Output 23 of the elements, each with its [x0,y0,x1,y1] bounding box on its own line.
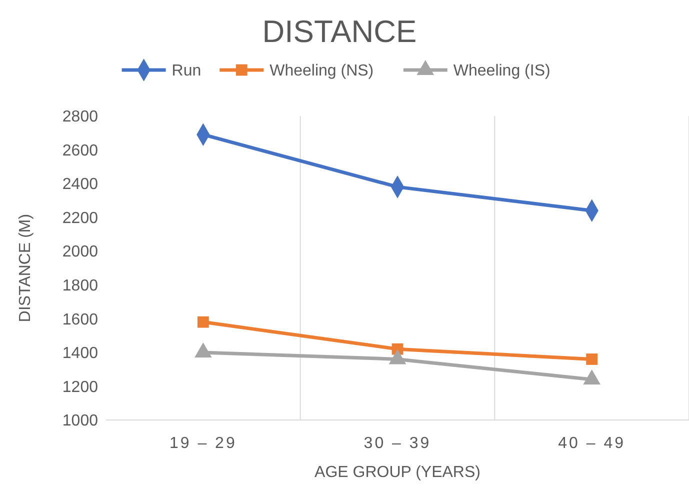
y-tick-label: 2600 [62,142,98,160]
y-tick-label: 1000 [62,412,98,430]
y-tick-label: 2400 [62,176,98,194]
y-tick-label: 1800 [62,277,98,294]
legend-label: Wheeling (IS) [453,62,550,80]
x-tick-label: 19 – 29 [169,435,237,452]
y-tick-label: 1400 [62,345,98,362]
y-axis-title: DISTANCE (M) [17,214,34,322]
x-axis-title: AGE GROUP (YEARS) [314,464,480,481]
x-tick-label: 30 – 39 [364,435,432,452]
point [583,369,600,384]
legend-label: Wheeling (NS) [270,62,374,80]
point [388,349,406,364]
y-tick-label: 1200 [62,378,98,396]
legend-label: Run [172,62,202,80]
y-tick-label: 2200 [62,210,98,227]
point [197,316,209,328]
chart-title: DISTANCE [262,14,417,49]
x-tick-label: 40 – 49 [558,435,626,452]
y-tick-label: 1600 [62,311,98,328]
y-tick-label: 2000 [62,244,98,261]
point [586,354,598,365]
y-tick-label: 2800 [62,108,98,126]
